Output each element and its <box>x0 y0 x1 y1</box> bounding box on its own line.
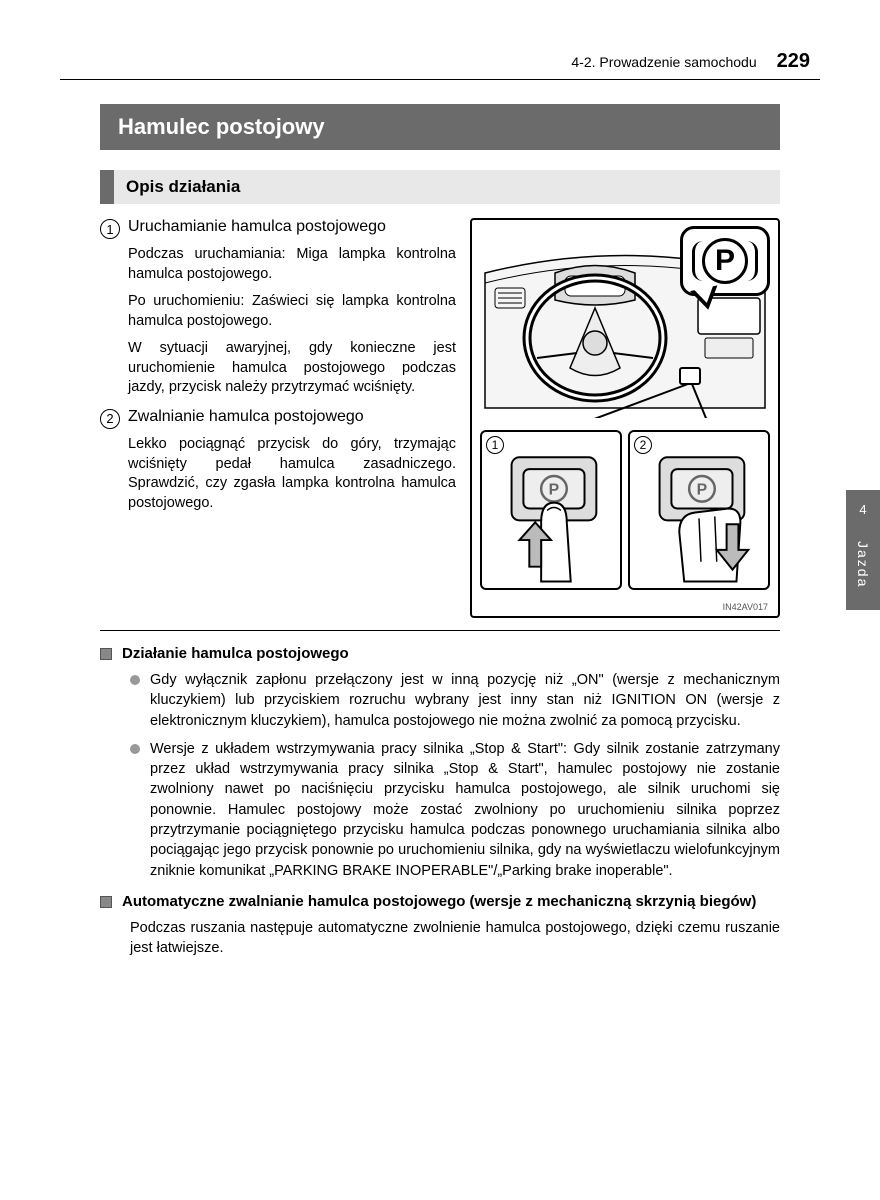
subsection-text: Opis działania <box>114 170 252 204</box>
step-paragraph: Po uruchomieniu: Zaświeci się lampka kon… <box>128 292 456 331</box>
figure-panel-2: 2 P <box>628 430 770 590</box>
step-title: Uruchamianie hamulca postojowego <box>128 218 386 236</box>
dashboard-figure: P 1 P <box>470 218 780 618</box>
note-paragraph: Podczas ruszania następuje automatyczne … <box>130 918 780 959</box>
step-paragraph: Podczas uruchamiania: Miga lampka kontro… <box>128 245 456 284</box>
note-list-item: Wersje z układem wstrzymywania pracy sil… <box>130 739 780 881</box>
step-number-icon: 1 <box>100 219 120 239</box>
step-title: Zwalnianie hamulca postojowego <box>128 408 364 426</box>
step-paragraph: W sytuacji awaryjnej, gdy konieczne jest… <box>128 339 456 398</box>
parking-brake-icon: P <box>702 238 748 284</box>
note-list-item: Gdy wyłącznik zapłonu przełączony jest w… <box>130 670 780 731</box>
header-rule <box>60 79 820 80</box>
step-2: 2 Zwalnianie hamulca postojowego Lekko p… <box>100 408 456 513</box>
content-rule <box>100 630 780 631</box>
note-section-2: Automatyczne zwalnianie hamulca postojow… <box>100 893 780 959</box>
chapter-number: 4 <box>859 502 866 517</box>
square-bullet-icon <box>100 648 112 660</box>
panel-number-icon: 2 <box>634 436 652 454</box>
figure-caption: IN42AV017 <box>723 602 768 612</box>
section-label: 4-2. Prowadzenie samochodu <box>571 54 756 70</box>
page-title: Hamulec postojowy <box>100 104 780 150</box>
step-1: 1 Uruchamianie hamulca postojowego Podcz… <box>100 218 456 398</box>
steps-column: 1 Uruchamianie hamulca postojowego Podcz… <box>100 218 456 618</box>
page-number: 229 <box>777 50 810 73</box>
svg-text:P: P <box>697 482 708 499</box>
subsection-heading: Opis działania <box>100 170 780 204</box>
chapter-label: Jazda <box>855 541 871 588</box>
square-bullet-icon <box>100 896 112 908</box>
figure-panel-1: 1 P <box>480 430 622 590</box>
note-section-1: Działanie hamulca postojowego Gdy wyłącz… <box>100 645 780 881</box>
step-number-icon: 2 <box>100 409 120 429</box>
parking-symbol-callout: P <box>680 226 770 296</box>
note-title-text: Działanie hamulca postojowego <box>122 645 349 662</box>
chapter-side-tab: 4 Jazda <box>846 490 880 610</box>
step-paragraph: Lekko pociągnąć przycisk do góry, trzyma… <box>128 435 456 513</box>
panel-number-icon: 1 <box>486 436 504 454</box>
svg-text:P: P <box>549 482 560 499</box>
note-title-text: Automatyczne zwalnianie hamulca postojow… <box>122 893 756 910</box>
